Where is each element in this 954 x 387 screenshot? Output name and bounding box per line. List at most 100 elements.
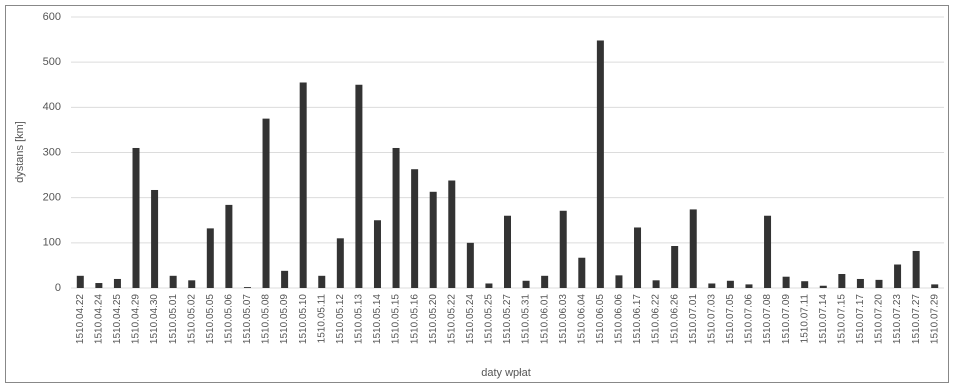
x-tick-label: 1510.05.22 [446, 294, 457, 344]
bar [411, 169, 419, 288]
x-tick-label: 1510.07.01 [688, 294, 699, 344]
x-tick-label: 1510.05.20 [428, 294, 439, 344]
y-tick-label: 400 [43, 101, 61, 113]
x-tick-label: 1510.05.14 [372, 294, 383, 344]
bar [856, 278, 864, 288]
x-tick-label: 1510.06.17 [632, 294, 643, 344]
x-tick-label: 1510.07.23 [892, 294, 903, 344]
x-tick-label: 1510.06.06 [614, 294, 625, 344]
bar [931, 284, 939, 288]
x-tick-label: 1510.05.31 [521, 294, 532, 344]
bar [485, 283, 493, 288]
x-tick-label: 1510.06.22 [651, 294, 662, 344]
x-tick-label: 1510.05.12 [335, 294, 346, 344]
bar [671, 245, 679, 288]
bar [708, 283, 716, 288]
x-tick-label: 1510.07.29 [929, 294, 940, 344]
bar [522, 280, 530, 288]
bar [726, 280, 734, 288]
x-tick-label: 1510.07.09 [781, 294, 792, 344]
bar [392, 147, 400, 288]
bar [652, 280, 660, 288]
bar [113, 278, 121, 288]
bar [559, 210, 567, 288]
y-tick-label: 300 [43, 146, 61, 158]
x-tick-label: 1510.06.04 [576, 294, 587, 344]
bar [875, 279, 883, 288]
bar [318, 275, 326, 288]
bar [95, 283, 103, 288]
x-tick-label: 1510.07.08 [762, 294, 773, 344]
bar [504, 215, 511, 288]
x-tick-label: 1510.07.14 [818, 294, 829, 344]
bar [262, 118, 270, 288]
x-tick-label: 1510.07.06 [744, 294, 755, 344]
x-tick-label: 1510.05.13 [354, 294, 365, 344]
bar [838, 273, 846, 288]
x-tick-label: 1510.04.30 [149, 294, 160, 344]
bar [448, 180, 456, 288]
y-axis-title: dystans [km] [14, 121, 26, 183]
x-tick-label: 1510.06.01 [539, 294, 550, 344]
bar [912, 250, 920, 288]
x-tick-label: 1510.04.29 [131, 294, 142, 344]
x-tick-label: 1510.05.01 [168, 294, 179, 344]
y-tick-label: 200 [43, 192, 61, 204]
bar [541, 275, 549, 288]
x-tick-label: 1510.07.15 [836, 294, 847, 344]
bar [299, 82, 307, 288]
bar [169, 275, 177, 288]
x-tick-label: 1510.05.09 [279, 294, 290, 344]
bar [151, 189, 159, 288]
bar [634, 227, 642, 288]
bar [206, 228, 214, 288]
bar [132, 147, 140, 288]
y-tick-label: 600 [43, 11, 61, 23]
bar [745, 284, 753, 288]
bar [225, 204, 233, 288]
bar [355, 84, 363, 288]
x-tick-label: 1510.07.05 [725, 294, 736, 344]
bar [76, 275, 84, 288]
x-tick-label: 1510.05.27 [502, 294, 513, 344]
x-tick-label: 1510.05.11 [316, 294, 327, 344]
bar [578, 257, 586, 288]
x-tick-label: 1510.05.16 [409, 294, 420, 344]
x-tick-label: 1510.05.15 [391, 294, 402, 344]
x-tick-label: 1510.05.05 [205, 294, 216, 344]
bar [336, 238, 344, 288]
x-tick-label: 1510.05.02 [186, 294, 197, 344]
bar [615, 275, 623, 288]
bar [689, 209, 697, 288]
x-tick-label: 1510.04.25 [112, 294, 123, 344]
chart-border [5, 5, 949, 383]
x-tick-label: 1510.05.08 [261, 294, 272, 344]
bar [801, 281, 809, 288]
bar [188, 280, 196, 288]
y-tick-label: 100 [43, 237, 61, 249]
x-tick-label: 1510.07.17 [855, 294, 866, 344]
bar [894, 264, 902, 288]
x-tick-label: 1510.06.05 [595, 294, 606, 344]
bar [466, 242, 474, 288]
x-tick-label: 1510.07.27 [911, 294, 922, 344]
x-tick-label: 1510.05.06 [224, 294, 235, 344]
x-tick-label: 1510.07.20 [874, 294, 885, 344]
bar [281, 270, 289, 288]
y-tick-label: 0 [55, 282, 61, 294]
bar [819, 285, 827, 288]
x-tick-label: 1510.04.22 [75, 294, 86, 344]
x-tick-label: 1510.06.03 [558, 294, 569, 344]
x-tick-label: 1510.05.07 [242, 294, 253, 344]
x-tick-label: 1510.07.03 [706, 294, 717, 344]
x-tick-label: 1510.07.11 [799, 294, 810, 344]
x-tick-label: 1510.05.10 [298, 294, 309, 344]
x-tick-label: 1510.06.26 [669, 294, 680, 344]
x-tick-label: 1510.04.24 [94, 294, 105, 344]
bar [596, 40, 604, 289]
y-tick-label: 500 [43, 56, 61, 68]
bar [373, 220, 381, 288]
x-tick-label: 1510.05.24 [465, 294, 476, 344]
bar [764, 215, 772, 288]
